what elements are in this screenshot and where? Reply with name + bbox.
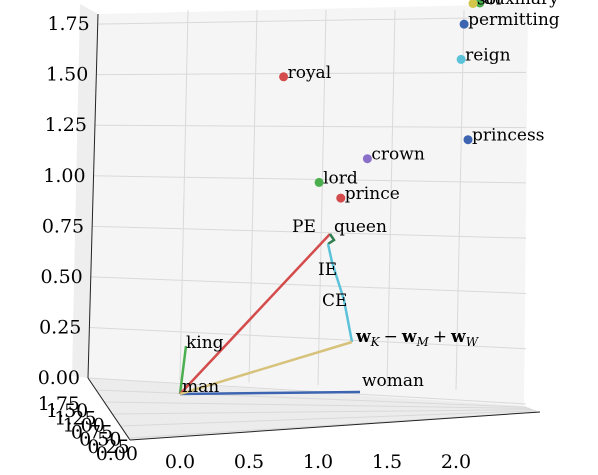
x-grid-line [317, 9, 327, 386]
back-pane [88, 4, 528, 406]
z-grid-line [93, 175, 527, 184]
y-axis-line [87, 377, 131, 441]
point-label: crown [371, 145, 424, 165]
axes [87, 13, 541, 441]
y-tick-label: 0.50 [79, 429, 121, 451]
point-label: princess [472, 126, 544, 146]
annotation-queen: queen [334, 217, 387, 237]
y-tick-label: 1.75 [38, 393, 80, 415]
x-grid-line [455, 9, 465, 391]
formula-sub-3: W [466, 335, 480, 349]
floor-grid-line [104, 401, 531, 409]
point-label: auxiliary [484, 0, 559, 9]
annotation-ie: IE [318, 260, 337, 280]
y-tick-label: 0.75 [71, 422, 113, 444]
formula-sub-2: M [416, 335, 430, 349]
vector-ce [326, 243, 354, 343]
point-label: prince [345, 184, 400, 204]
floor-grid-line [121, 410, 537, 427]
scatter-point [314, 177, 324, 187]
z-tick-label: 0.25 [39, 316, 81, 338]
formula-sign-2: − [384, 327, 398, 347]
z-tick-label: 0.00 [38, 367, 80, 389]
z-grid-line [97, 16, 527, 25]
z-axis-line [87, 13, 99, 379]
scatter-point [279, 72, 289, 82]
z-grid-line [87, 377, 527, 405]
x-tick-label: 2.0 [441, 451, 471, 473]
y-tick-label: 1.25 [54, 407, 96, 429]
formula-base-2: w [401, 327, 417, 347]
scatter-point [468, 0, 478, 8]
y-tick-label: 0.00 [96, 443, 138, 465]
annotation-pe: PE [292, 217, 316, 237]
vector-ie [327, 233, 336, 246]
scatter-point [475, 0, 485, 8]
floor-grid-line [113, 409, 534, 415]
z-grid-line [89, 326, 527, 350]
x-tick-label: 0.0 [165, 451, 195, 473]
z-tick-label: 0.75 [42, 215, 84, 237]
x-tick-label: 0.5 [234, 451, 264, 473]
point-label: permitting [468, 10, 560, 30]
point-label: lord [323, 168, 358, 188]
vector-lines [178, 233, 361, 396]
scatter-point [463, 135, 473, 145]
floor-grid-line [96, 389, 528, 408]
annotation-woman: woman [362, 371, 424, 391]
z-tick-label: 1.75 [47, 13, 89, 35]
vector-king [178, 345, 188, 395]
y-tick-labels: 0.000.250.500.751.001.251.501.75 [38, 393, 138, 465]
annotation-man: man [182, 377, 219, 397]
z-tick-label: 1.25 [45, 114, 87, 136]
y-tick-label: 1.00 [63, 414, 105, 436]
point-label: sol [477, 0, 501, 10]
x-grid-line [386, 9, 396, 388]
point-label: royal [288, 63, 332, 83]
y-tick-label: 1.50 [46, 400, 88, 422]
formula-base-1: w [355, 327, 371, 347]
vector-annotations: queen PE IE CE king man woman wK − wM + wW [182, 217, 480, 397]
scatter-point [362, 154, 372, 164]
z-tick-label: 0.50 [40, 266, 82, 288]
x-tick-label: 1.5 [372, 451, 402, 473]
x-tick-label: 1.0 [303, 451, 333, 473]
vector-woman [179, 390, 361, 396]
scatter-point [456, 54, 466, 64]
vector-PE [179, 233, 331, 395]
scatter-point [459, 19, 469, 29]
formula-sub-1: K [370, 335, 381, 349]
z-grid-line [90, 276, 527, 294]
z-tick-label: 1.50 [46, 64, 88, 86]
annotation-ce: CE [322, 291, 347, 311]
point-label: reign [465, 45, 511, 65]
z-grid-line [96, 71, 527, 76]
z-grid-line [94, 124, 527, 129]
scatter-point [336, 193, 346, 203]
side-pane [72, 4, 98, 378]
z-grid-line [92, 225, 527, 239]
x-tick-labels: 0.0 0.5 1.0 1.5 2.0 [165, 451, 471, 473]
formula-base-3: w [450, 327, 466, 347]
y-tick-label: 0.25 [87, 436, 129, 458]
z-tick-label: 1.00 [43, 165, 85, 187]
x-grid-line [179, 9, 189, 381]
z-tick-labels: 0.00 0.25 0.50 0.75 1.00 1.25 1.50 1.75 [38, 13, 90, 389]
x-axis-line [129, 411, 541, 441]
annotation-king: king [186, 333, 224, 353]
vector-analogy [179, 340, 353, 396]
scatter-points: royal lord crown prince reign princess permitt… [279, 0, 560, 204]
formula-label: wK − wM + wW [355, 327, 480, 349]
formula-sign-3: + [433, 327, 447, 347]
